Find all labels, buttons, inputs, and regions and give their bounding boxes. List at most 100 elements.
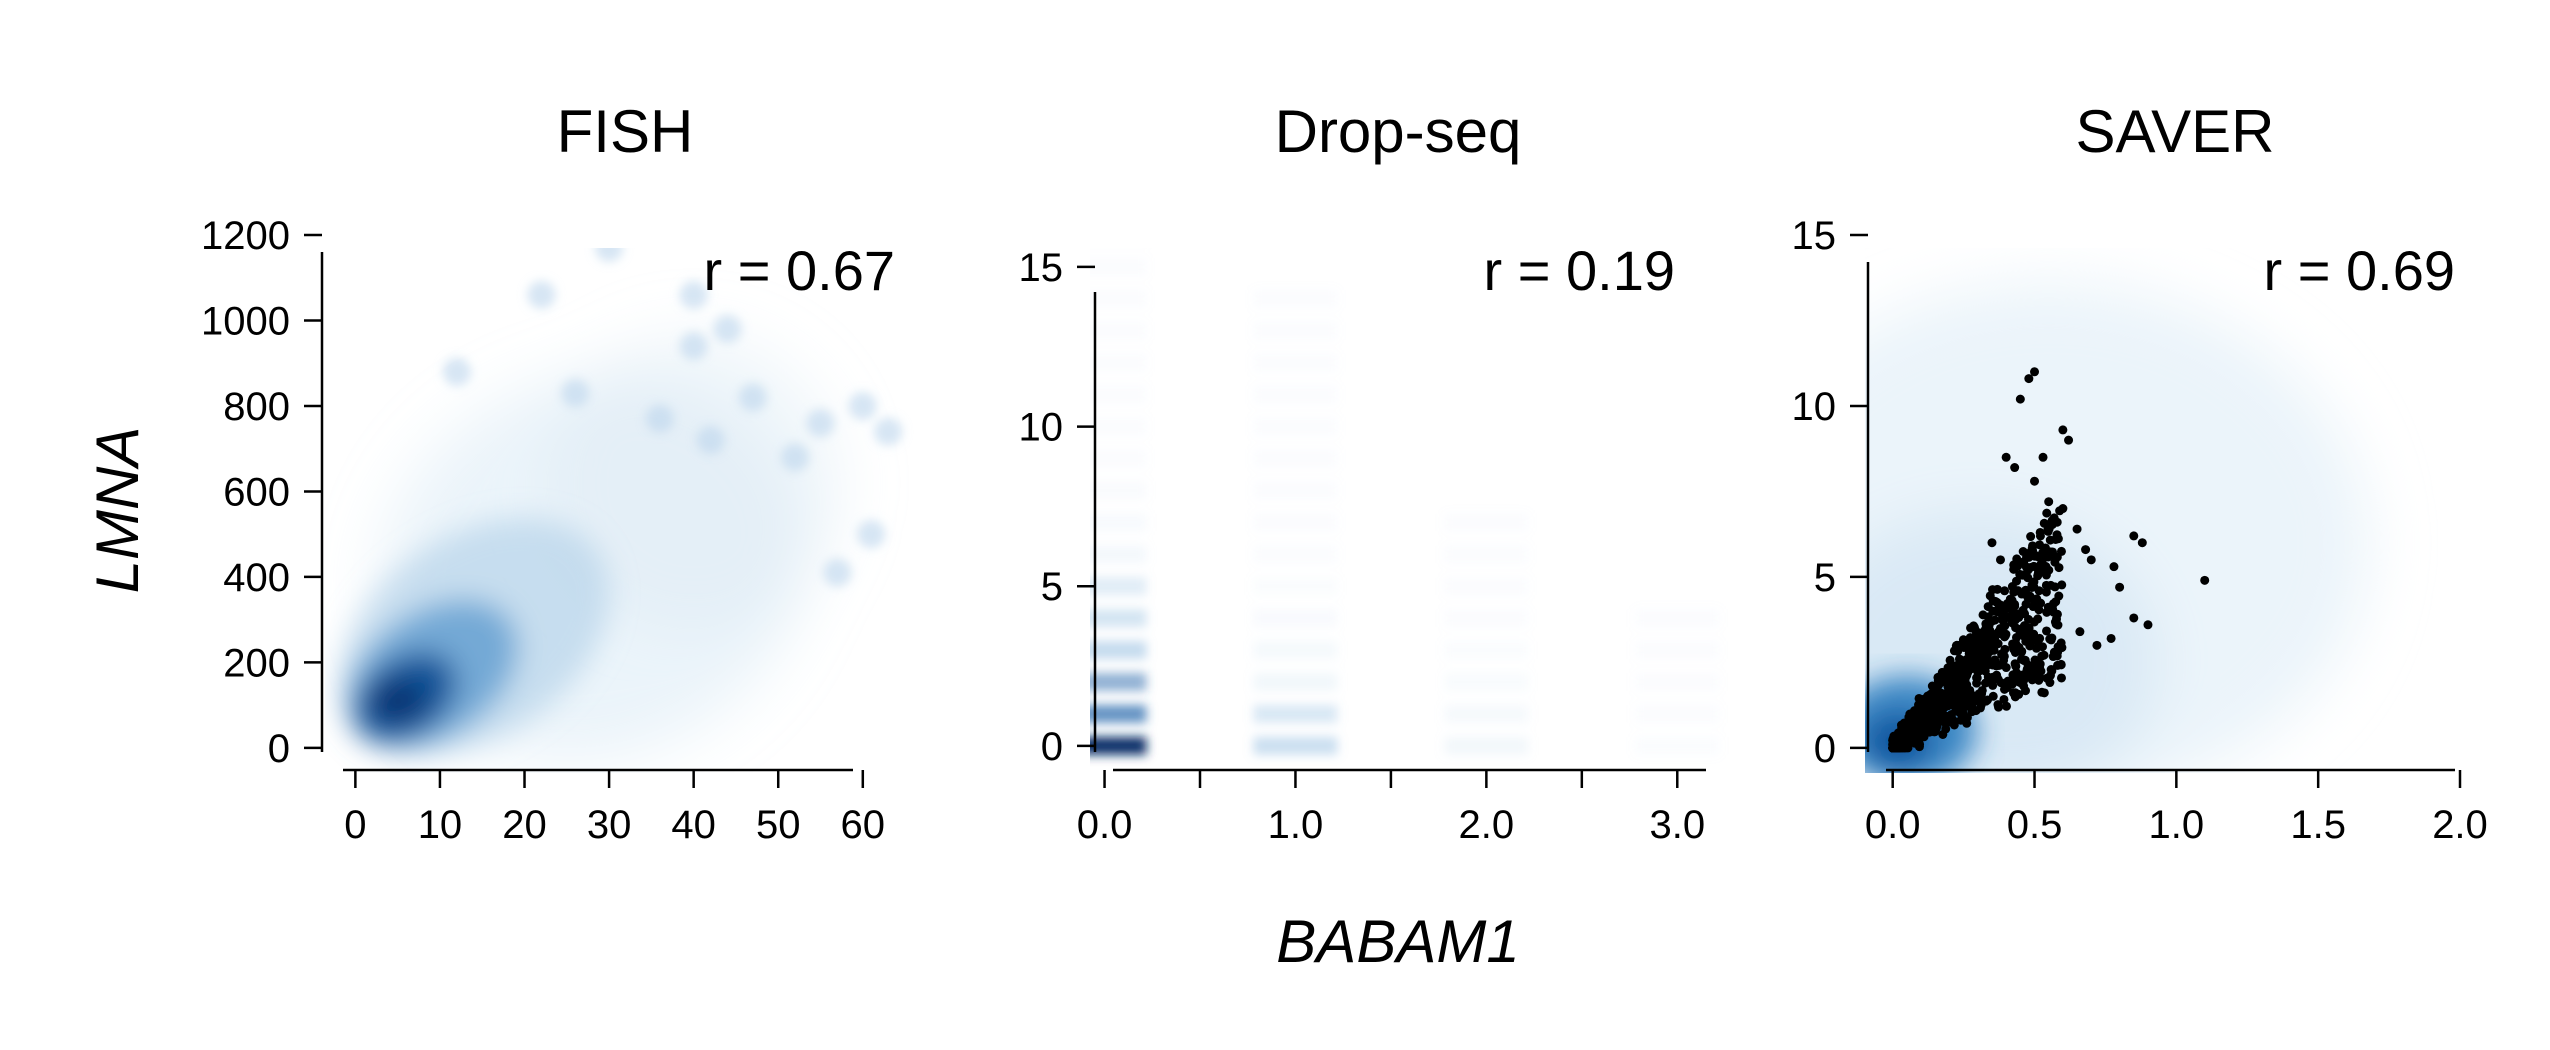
x-tick-label: 50	[756, 803, 801, 847]
saver-point	[2015, 394, 2025, 404]
saver-point	[1992, 670, 2002, 680]
saver-point	[2033, 614, 2043, 624]
saver-point	[2027, 582, 2037, 592]
density-band	[1444, 704, 1529, 723]
saver-point	[1949, 646, 1959, 656]
x-tick-label: 10	[418, 803, 463, 847]
density-band	[1253, 417, 1338, 436]
saver-point	[2028, 594, 2038, 604]
saver-point	[2020, 631, 2030, 641]
outlier-point	[696, 426, 725, 455]
x-tick-label: 1.0	[2149, 803, 2205, 847]
outlier-point	[738, 383, 767, 412]
density-band	[1090, 609, 1147, 628]
saver-point	[2017, 570, 2027, 580]
saver-point	[2034, 586, 2044, 596]
saver-point	[1998, 613, 2008, 623]
density-band	[1444, 545, 1529, 564]
y-tick-label: 0	[1041, 725, 1063, 769]
saver-panel: 0.0 0.5 1.0 1.5 2.0 0 5 10 15 SAVER r = 0.69	[1792, 98, 2488, 847]
outlier-point	[595, 248, 624, 262]
saver-point	[1966, 664, 1976, 674]
saver-point	[1995, 623, 2005, 633]
outlier-point	[679, 280, 708, 309]
saver-point	[1953, 696, 1963, 706]
saver-point	[2012, 633, 2022, 643]
saver-point	[2058, 425, 2068, 435]
saver-point	[2039, 688, 2049, 698]
density-band	[1635, 641, 1720, 660]
saver-point	[1962, 638, 1972, 648]
density-band	[1444, 609, 1529, 628]
saver-point	[2021, 686, 2031, 696]
saver-point	[1915, 739, 1925, 749]
saver-point	[2025, 562, 2035, 572]
density-band	[1253, 641, 1338, 660]
saver-point	[1945, 655, 1955, 665]
y-tick-label: 200	[223, 641, 290, 685]
density-band	[1253, 609, 1338, 628]
saver-point	[2045, 678, 2055, 688]
saver-point	[2129, 613, 2139, 623]
saver-point	[2001, 701, 2011, 711]
saver-point	[1891, 739, 1901, 749]
outlier-point	[781, 443, 810, 472]
x-tick-label: 0.5	[2007, 803, 2063, 847]
x-tick-label: 3.0	[1649, 803, 1705, 847]
saver-point	[2037, 651, 2047, 661]
outlier-point	[645, 404, 674, 433]
y-tick-label: 1200	[201, 214, 290, 258]
y-tick-label: 5	[1814, 556, 1836, 600]
saver-point	[2009, 564, 2019, 574]
outlier-point	[442, 357, 471, 386]
density-band	[1090, 513, 1147, 532]
saver-point	[2056, 546, 2066, 556]
saver-point	[1975, 653, 1985, 663]
saver-point	[1988, 606, 1998, 616]
saver-point	[1978, 610, 1988, 620]
saver-point	[1942, 665, 1952, 675]
saver-point	[2045, 535, 2055, 545]
saver-point	[2010, 659, 2020, 669]
saver-point	[2030, 476, 2040, 486]
y-tick-label: 5	[1041, 565, 1063, 609]
saver-correlation: r = 0.69	[2264, 239, 2455, 302]
density-band	[1090, 736, 1147, 755]
saver-point	[2081, 545, 2091, 555]
saver-point	[1967, 704, 1977, 714]
saver-point	[2048, 604, 2058, 614]
saver-point	[1936, 676, 1946, 686]
density-band	[1444, 641, 1529, 660]
outlier-point	[713, 315, 742, 344]
y-tick-label: 15	[1019, 246, 1064, 290]
x-tick-label: 2.0	[2432, 803, 2488, 847]
density-band	[1090, 353, 1147, 372]
saver-point	[1990, 615, 2000, 625]
saver-point	[1999, 694, 2009, 704]
dropseq-correlation: r = 0.19	[1484, 239, 1675, 302]
x-tick-label: 0.0	[1077, 803, 1133, 847]
x-tick-label: 1.0	[1268, 803, 1324, 847]
saver-point	[2072, 524, 2082, 534]
density-column	[1635, 609, 1720, 755]
saver-point	[1988, 680, 1998, 690]
saver-point	[1992, 598, 2002, 608]
outlier-point	[679, 332, 708, 361]
x-tick-label: 2.0	[1459, 803, 1515, 847]
saver-point	[1980, 678, 1990, 688]
density-band	[1090, 577, 1147, 596]
x-axis-label: BABAM1	[1276, 908, 1519, 975]
saver-point	[2008, 641, 2018, 651]
saver-point	[2050, 582, 2060, 592]
density-band	[1635, 672, 1720, 691]
saver-point	[2010, 615, 2020, 625]
saver-point	[2041, 580, 2051, 590]
saver-point	[2003, 683, 2013, 693]
saver-point	[2056, 673, 2066, 683]
dropseq-title: Drop-seq	[1275, 98, 1522, 165]
outlier-point	[823, 558, 852, 587]
density-band	[1063, 226, 1147, 244]
saver-point	[1997, 650, 2007, 660]
y-tick-label: 1000	[201, 299, 290, 343]
